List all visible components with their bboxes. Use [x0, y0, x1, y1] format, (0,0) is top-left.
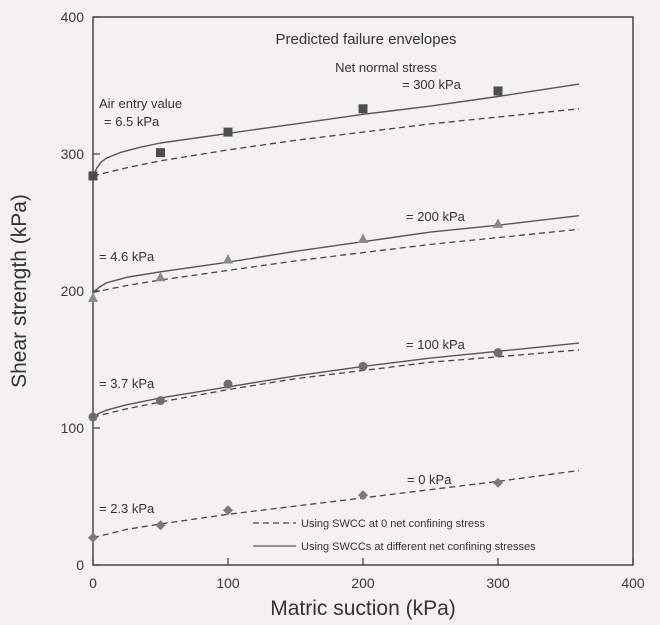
- air-entry-label: Air entry value: [99, 96, 182, 111]
- x-tick-label: 0: [89, 575, 97, 591]
- legend: Using SWCC at 0 net confining stress Usi…: [253, 518, 536, 553]
- diamond-marker: [155, 520, 166, 531]
- x-tick-label: 300: [486, 575, 510, 591]
- triangle-marker: [223, 253, 233, 264]
- x-axis-title: Matric suction (kPa): [270, 597, 456, 620]
- x-tick-label: 400: [621, 575, 645, 591]
- x-tick-marks: [92, 558, 634, 565]
- y-tick-label: 100: [61, 420, 85, 436]
- diamond-marker: [493, 477, 503, 488]
- square-marker: [223, 127, 233, 137]
- dashed-envelope-line: [92, 108, 580, 177]
- circle-marker: [223, 379, 233, 389]
- normal-stress-label: = 100 kPa: [406, 337, 466, 352]
- dashed-envelope-line: [92, 349, 580, 418]
- legend-dashed-label: Using SWCC at 0 net confining stress: [301, 518, 486, 530]
- normal-stress-label: = 0 kPa: [407, 472, 452, 487]
- air-entry-value: = 2.3 kPa: [99, 501, 155, 516]
- solid-envelope-line: [92, 83, 580, 177]
- normal-stress-label: = 300 kPa: [402, 77, 462, 92]
- triangle-marker: [155, 271, 166, 282]
- chart-title: Predicted failure envelopes: [276, 31, 457, 48]
- y-tick-label: 200: [61, 283, 85, 299]
- square-marker: [358, 104, 368, 114]
- air-entry-value: = 4.6 kPa: [99, 249, 155, 264]
- air-entry-value: = 3.7 kPa: [99, 376, 155, 391]
- measured-points: [88, 86, 503, 543]
- diamond-marker: [358, 490, 368, 501]
- y-tick-label: 400: [61, 9, 85, 25]
- envelope-curves: [92, 83, 580, 539]
- air-entry-value: = 6.5 kPa: [104, 114, 160, 129]
- legend-title: Net normal stress: [335, 60, 437, 75]
- circle-marker: [88, 412, 98, 422]
- y-tick-label: 0: [76, 557, 84, 573]
- y-axis-title: Shear strength (kPa): [8, 194, 31, 388]
- solid-envelope-line: [92, 342, 580, 418]
- y-tick-label: 300: [61, 146, 85, 162]
- triangle-marker: [493, 218, 503, 228]
- triangle-marker: [88, 292, 98, 302]
- circle-marker: [156, 396, 165, 406]
- solid-envelope-line: [92, 215, 580, 293]
- circle-marker: [358, 361, 368, 371]
- normal-stress-label: = 200 kPa: [406, 209, 466, 224]
- circle-marker: [493, 348, 503, 358]
- x-tick-label: 100: [216, 575, 240, 591]
- triangle-marker: [358, 233, 368, 243]
- dashed-envelope-line: [92, 228, 580, 294]
- dashed-envelope-line: [92, 469, 580, 539]
- square-marker: [493, 86, 503, 96]
- diamond-marker: [223, 505, 233, 516]
- x-tick-label: 200: [351, 575, 375, 591]
- square-marker: [156, 148, 165, 158]
- diamond-marker: [88, 532, 98, 543]
- square-marker: [88, 171, 98, 181]
- legend-solid-label: Using SWCCs at different net confining s…: [301, 541, 536, 553]
